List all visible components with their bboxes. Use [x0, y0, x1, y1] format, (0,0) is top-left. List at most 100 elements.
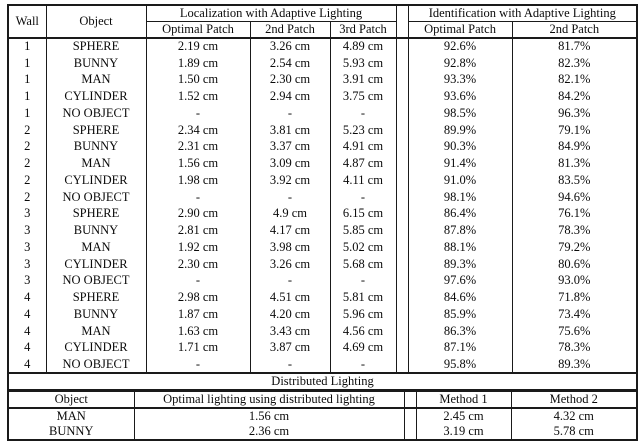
cell-object: NO OBJECT: [46, 188, 147, 206]
cell-id-2nd: 96.3%: [558, 105, 591, 120]
cell-loc-2nd: -: [250, 188, 331, 206]
cell-loc-3rd: 5.96 cm: [330, 306, 397, 323]
table-row: MAN 1.56 cm 2.45 cm 4.32 cm: [8, 408, 637, 424]
cell-loc-3rd: 4.69 cm: [330, 339, 397, 357]
col-header-optimal-lighting: Optimal lighting using distributed light…: [134, 391, 405, 409]
group-gap: [396, 289, 409, 306]
cell-loc-2nd: 2.94 cm: [250, 88, 331, 105]
cell-loc-optimal: 1.56 cm: [146, 155, 251, 172]
group-gap: [396, 322, 409, 340]
cell-optimal-lighting: 2.36 cm: [134, 424, 405, 440]
table-body: 1 SPHERE 2.19 cm 3.26 cm 4.89 cm 92.6% 81.7% 1…: [8, 38, 638, 390]
cell-object: NO OBJECT: [46, 356, 147, 373]
group-gap: [396, 306, 409, 323]
cell-wall: 3: [8, 239, 47, 256]
cell-wall: 4: [8, 322, 47, 340]
cell-loc-optimal: 1.50 cm: [146, 71, 251, 89]
cell-object: MAN: [46, 322, 147, 340]
cell-object: CYLINDER: [46, 255, 147, 273]
cell-loc-3rd: 5.02 cm: [330, 239, 397, 256]
group-gap: [396, 188, 409, 206]
table-row: 4 BUNNY 1.87 cm 4.20 cm 5.96 cm 85.9% 73.4%: [8, 306, 637, 323]
cell-wall: 1: [8, 105, 47, 122]
group-gap: [396, 105, 409, 122]
group-header-localization: Localization with Adaptive Lighting: [146, 5, 397, 22]
cell-loc-optimal: -: [146, 105, 251, 122]
cell-object: SPHERE: [46, 289, 147, 306]
cell-loc-2nd: 3.26 cm: [250, 255, 331, 273]
cell-loc-2nd: 3.81 cm: [250, 121, 331, 139]
cell-wall: 3: [8, 255, 47, 273]
cell-object: CYLINDER: [46, 339, 147, 357]
cell-id-optimal: 87.1%: [408, 339, 513, 357]
cell-loc-3rd: -: [330, 105, 397, 122]
cell-id-2nd: 82.3%: [558, 55, 591, 70]
group-gap: [396, 172, 409, 189]
cell-object: CYLINDER: [46, 172, 147, 189]
cell-object: CYLINDER: [46, 88, 147, 105]
table-row: 3 BUNNY 2.81 cm 4.17 cm 5.85 cm 87.8% 78.3%: [8, 222, 637, 239]
cell-loc-optimal: -: [146, 356, 251, 373]
table-row: 3 NO OBJECT - - -97.6% 93.0%: [8, 272, 637, 290]
cell-object: MAN: [46, 71, 147, 89]
cell-loc-optimal: 1.52 cm: [146, 88, 251, 105]
cell-object: SPHERE: [46, 121, 147, 139]
table-row: 2 BUNNY 2.31 cm 3.37 cm 4.91 cm 90.3% 84.9%: [8, 138, 637, 156]
cell-loc-2nd: -: [250, 356, 331, 373]
cell-loc-optimal: 1.92 cm: [146, 239, 251, 256]
table-row: 3 CYLINDER 2.30 cm 3.26 cm 5.68 cm 89.3% 80.6%: [8, 255, 637, 273]
col-header-method-1: Method 1: [416, 391, 512, 409]
cell-loc-optimal: 2.90 cm: [146, 205, 251, 223]
cell-method-2: 5.78 cm: [553, 424, 594, 438]
cell-loc-2nd: 3.09 cm: [250, 155, 331, 172]
group-gap: [396, 255, 409, 273]
group-gap: [396, 54, 409, 72]
group-gap: [396, 205, 409, 223]
cell-id-optimal: 98.5%: [408, 105, 513, 122]
cell-id-optimal: 93.6%: [408, 88, 513, 105]
cell-loc-3rd: 4.11 cm: [330, 172, 397, 189]
distributed-lighting-banner: Distributed Lighting: [8, 372, 638, 390]
table-row: 2 MAN 1.56 cm 3.09 cm 4.87 cm 91.4% 81.3%: [8, 155, 637, 172]
col-header-id-2nd-patch: 2nd Patch: [512, 21, 638, 39]
cell-id-2nd: 81.7%: [558, 39, 591, 54]
cell-object: NO OBJECT: [46, 105, 147, 122]
cell-object: BUNNY: [8, 424, 135, 440]
cell-loc-3rd: 4.91 cm: [330, 138, 397, 156]
cell-loc-2nd: 3.26 cm: [250, 38, 331, 55]
cell-id-optimal: 89.3%: [408, 255, 513, 273]
cell-wall: 2: [8, 188, 47, 206]
cell-id-optimal: 92.8%: [408, 54, 513, 72]
group-gap: [404, 391, 417, 409]
sub-header-row: Optimal Patch 2nd Patch 3rd Patch Optima…: [8, 21, 638, 39]
cell-id-2nd: 73.4%: [558, 306, 591, 321]
cell-loc-3rd: 6.15 cm: [330, 205, 397, 223]
col-header-loc-2nd-patch: 2nd Patch: [250, 21, 331, 39]
table-row: 1 NO OBJECT - - -98.5% 96.3%: [8, 105, 637, 122]
cell-loc-2nd: 4.51 cm: [250, 289, 331, 306]
cell-loc-3rd: -: [330, 188, 397, 206]
cell-loc-2nd: 3.87 cm: [250, 339, 331, 357]
cell-wall: 1: [8, 54, 47, 72]
table-row: 1 BUNNY 1.89 cm 2.54 cm 5.93 cm 92.8% 82.3%: [8, 54, 637, 72]
cell-loc-optimal: 2.19 cm: [146, 38, 251, 55]
cell-loc-3rd: 5.81 cm: [330, 289, 397, 306]
cell-id-optimal: 95.8%: [408, 356, 513, 373]
cell-loc-optimal: 1.98 cm: [146, 172, 251, 189]
cell-object: BUNNY: [46, 138, 147, 156]
cell-wall: 1: [8, 71, 47, 89]
cell-loc-optimal: 1.63 cm: [146, 322, 251, 340]
col-header-id-optimal-patch: Optimal Patch: [408, 21, 513, 39]
cell-loc-3rd: 4.56 cm: [330, 322, 397, 340]
cell-object: SPHERE: [46, 38, 147, 55]
table-row: 2 SPHERE 2.34 cm 3.81 cm 5.23 cm 89.9% 79.1%: [8, 121, 637, 139]
table-row: 4 SPHERE 2.98 cm 4.51 cm 5.81 cm 84.6% 71.8%: [8, 289, 637, 306]
cell-loc-optimal: 1.87 cm: [146, 306, 251, 323]
cell-id-2nd: 71.8%: [558, 290, 591, 305]
cell-method-1: 2.45 cm: [416, 408, 512, 424]
table-row: 4 MAN 1.63 cm 3.43 cm 4.56 cm 86.3% 75.6%: [8, 322, 637, 340]
group-gap: [404, 424, 417, 440]
cell-id-optimal: 87.8%: [408, 222, 513, 239]
cell-loc-2nd: -: [250, 272, 331, 290]
header-row: Object Optimal lighting using distribute…: [8, 391, 637, 409]
